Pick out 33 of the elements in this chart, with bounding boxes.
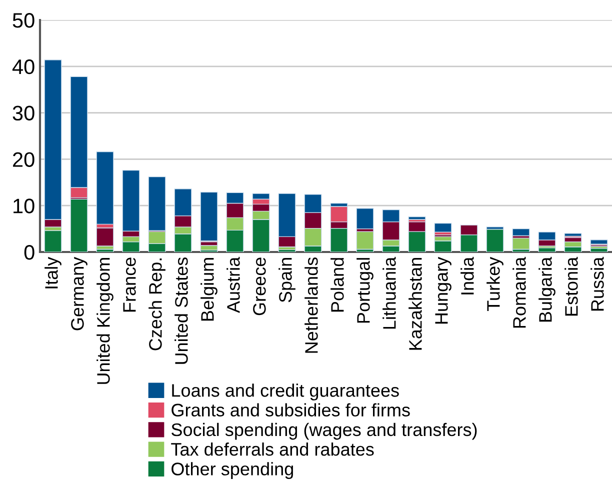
y-tick-label: 0 xyxy=(24,245,34,260)
legend-label: Grants and subsidies for firms xyxy=(172,403,410,416)
legend-label: Social spending (wages and transfers) xyxy=(172,422,477,440)
x-tick-label: India xyxy=(460,256,474,294)
x-tick-label: Russia xyxy=(590,256,604,311)
x-tick-label: Turkey xyxy=(486,256,504,311)
y-tick-label: 10 xyxy=(14,198,34,214)
y-tick-label: 50 xyxy=(12,13,34,28)
x-tick-label: United Kingdom xyxy=(96,258,114,384)
legend-label: Loans and credit guarantees xyxy=(172,384,399,400)
x-tick-label: Belgium xyxy=(200,258,218,321)
x-tick-label: Spain xyxy=(278,258,296,302)
x-tick-label: United States xyxy=(174,258,188,364)
x-tick-label: Romania xyxy=(512,256,526,328)
x-tick-label: Czech Rep. xyxy=(148,258,166,350)
legend-label: Tax deferrals and rabates xyxy=(171,442,374,456)
y-tick-label: 30 xyxy=(12,106,34,121)
x-tick-label: France xyxy=(123,258,136,312)
x-tick-label: Poland xyxy=(330,258,344,312)
y-tick-label: 20 xyxy=(13,152,34,167)
x-tick-label: Estonia xyxy=(564,256,578,316)
x-tick-label: Italy xyxy=(44,256,62,288)
x-tick-label: Austria xyxy=(226,256,240,314)
x-tick-label: Netherlands xyxy=(304,258,318,353)
x-tick-label: Germany xyxy=(71,256,88,330)
x-tick-label: Kazakhstan xyxy=(408,258,422,350)
x-tick-label: Greece xyxy=(253,258,266,316)
x-tick-label: Hungary xyxy=(435,256,452,324)
x-tick-label: Portugal xyxy=(356,258,374,323)
x-tick-label: Bulgaria xyxy=(538,256,556,322)
y-tick-label: 40 xyxy=(12,59,34,74)
legend-label: Other spending xyxy=(172,462,293,479)
x-tick-label: Lithuania xyxy=(382,256,396,329)
